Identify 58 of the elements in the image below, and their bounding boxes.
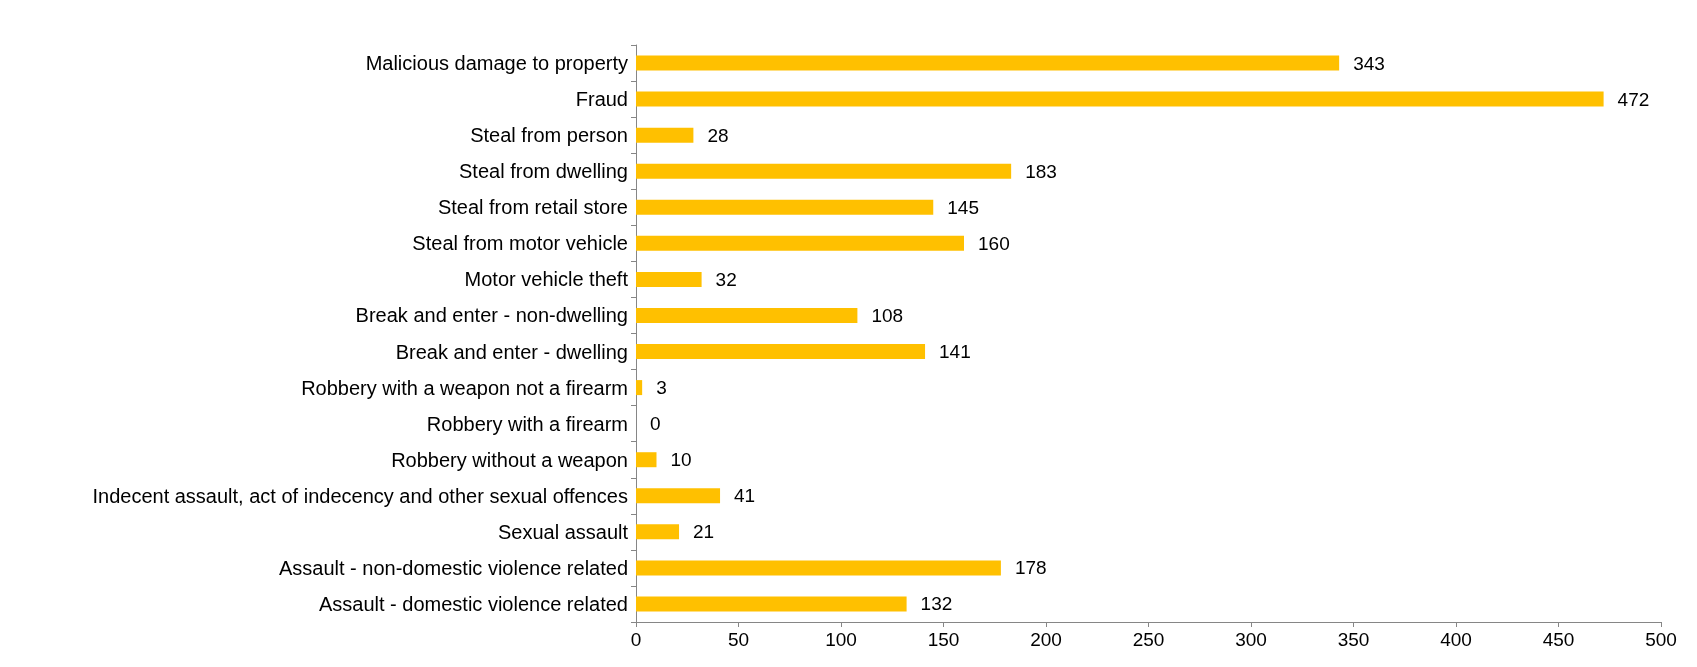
y-tick-label: Robbery without a weapon (391, 448, 628, 471)
bar (636, 307, 858, 323)
y-tick-label: Robbery with a weapon not a firearm (301, 376, 628, 399)
bar (636, 163, 1012, 179)
x-tick-label: 50 (727, 629, 750, 650)
y-tick-label: Fraud (575, 88, 628, 111)
bar (636, 235, 964, 251)
data-label: 10 (670, 449, 692, 471)
bar (636, 560, 1001, 576)
data-label: 108 (871, 304, 904, 326)
data-label: 472 (1617, 88, 1650, 110)
x-tick-label: 100 (825, 629, 857, 650)
data-label: 132 (920, 593, 953, 615)
data-label: 183 (1025, 160, 1057, 182)
bar (636, 452, 657, 468)
y-tick-label: Malicious damage to property (365, 52, 628, 75)
y-tick-label: Robbery with a firearm (426, 412, 628, 435)
x-tick-label: 350 (1337, 629, 1370, 650)
data-label: 343 (1353, 52, 1385, 74)
y-tick-label: Steal from dwelling (459, 160, 628, 183)
bar (636, 127, 694, 143)
bar (636, 524, 680, 540)
data-label: 32 (715, 268, 737, 290)
y-tick-label: Assault - domestic violence related (318, 592, 628, 615)
x-tick-label: 300 (1235, 629, 1267, 650)
x-tick-label: 150 (927, 629, 960, 650)
data-label: 3 (656, 377, 667, 399)
data-label: 21 (693, 521, 715, 543)
y-tick-label: Steal from person (470, 124, 628, 147)
y-tick-label: Assault - non-domestic violence related (278, 556, 628, 579)
x-tick-label: 400 (1440, 629, 1472, 650)
bar (636, 271, 702, 287)
bar (636, 596, 907, 612)
y-tick-label: Break and enter - dwelling (395, 340, 628, 363)
bar (636, 199, 934, 215)
x-tick-label: 500 (1645, 629, 1677, 650)
bar (636, 380, 643, 396)
y-tick-label: Steal from retail store (437, 196, 628, 219)
data-label: 41 (734, 485, 756, 507)
data-label: 178 (1014, 557, 1047, 579)
y-tick-label: Motor vehicle theft (464, 268, 629, 291)
y-tick-label: Sexual assault (497, 520, 629, 543)
x-tick-label: 450 (1542, 629, 1575, 650)
y-tick-label: Indecent assault, act of indecency and other sexual offences (92, 484, 628, 507)
x-tick-label: 0 (630, 629, 642, 650)
data-label: 0 (650, 413, 661, 435)
bar (636, 344, 926, 360)
bar (636, 488, 721, 504)
x-tick-label: 200 (1030, 629, 1062, 650)
bar (636, 55, 1340, 71)
y-tick-label: Break and enter - non-dwelling (355, 304, 628, 327)
data-label: 141 (939, 341, 971, 363)
data-label: 28 (707, 124, 729, 146)
data-label: 145 (947, 196, 979, 218)
data-label: 160 (978, 232, 1010, 254)
bar (636, 91, 1604, 107)
x-tick-label: 250 (1132, 629, 1165, 650)
y-tick-label: Steal from motor vehicle (412, 232, 628, 255)
